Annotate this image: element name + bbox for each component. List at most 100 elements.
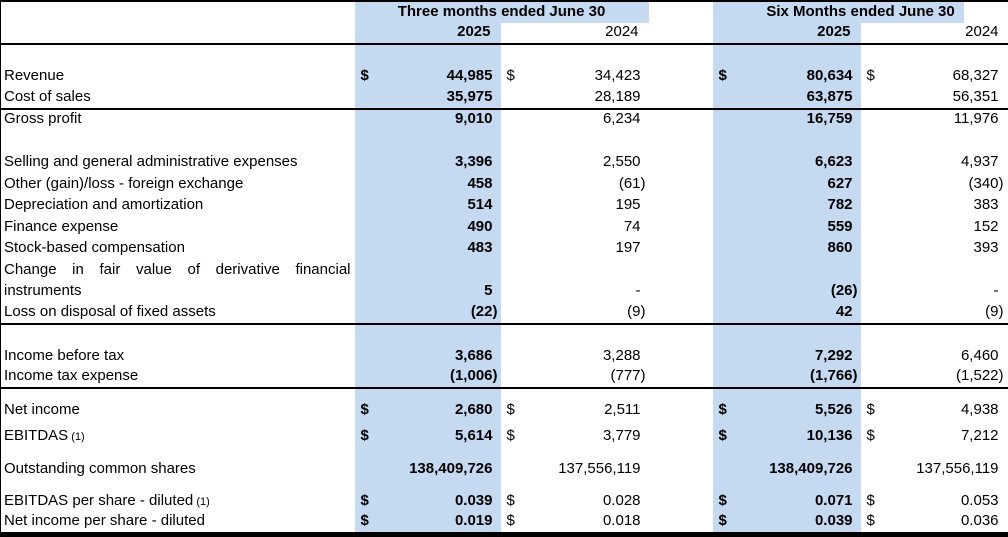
spacer-row — [1, 44, 1008, 66]
row-label: Cost of sales — [0, 87, 355, 110]
row-label: Income tax expense — [0, 366, 355, 389]
table-row: Gross profit 9,010 6,234 16,759 11,976 — [1, 109, 1008, 131]
column-gap — [649, 512, 713, 535]
row-label: EBITDAS per share - diluted (1) — [4, 492, 210, 509]
value-three-months-2025: $44,985 — [355, 66, 501, 88]
value-six-months-2025 — [713, 44, 861, 66]
column-gap — [649, 388, 713, 421]
spacer-row — [1, 324, 1008, 346]
column-gap — [649, 1, 713, 23]
value-six-months-2025: 16,759 — [713, 109, 861, 131]
table-row: instruments 5 - (26) - — [1, 281, 1008, 303]
dollar-sign: $ — [506, 427, 515, 444]
value-three-months-2024: $0.028 — [501, 480, 649, 512]
row-label: EBITDAS (1) — [4, 427, 85, 444]
cell-value: (1,006) — [449, 367, 498, 384]
column-gap — [649, 216, 713, 238]
column-gap — [649, 447, 713, 480]
value-six-months-2024: 383 — [861, 195, 1008, 217]
column-gap — [649, 259, 713, 281]
value-six-months-2024: $7,212 — [861, 421, 1008, 447]
cell-value: 42 — [835, 302, 853, 320]
cell-value: 5,614 — [454, 427, 493, 444]
value-three-months-2025: 458 — [355, 173, 501, 195]
dollar-sign: $ — [718, 512, 727, 529]
row-label: instruments — [4, 282, 82, 299]
table-row: Revenue $44,985 $34,423 $80,634 $68,327 — [1, 66, 1008, 88]
cell-value: 7,212 — [960, 427, 999, 444]
cell-value: - — [993, 282, 999, 299]
row-label: Revenue — [4, 67, 65, 84]
value-six-months-2025 — [713, 259, 861, 281]
value-three-months-2025: $2,680 — [355, 388, 501, 421]
table-row: Stock-based compensation 483 197 860 393 — [1, 238, 1008, 260]
value-three-months-2025: $5,614 — [355, 421, 501, 447]
row-label: Income before tax — [4, 346, 125, 364]
six-months-year-2024: 2024 — [860, 23, 1008, 45]
cell-value: (61) — [618, 174, 646, 192]
value-six-months-2025 — [713, 130, 861, 152]
value-three-months-2024: 74 — [501, 216, 649, 238]
value-three-months-2025 — [355, 130, 501, 152]
cell-value: (26) — [830, 282, 858, 299]
value-six-months-2024: (1,522) — [860, 366, 1008, 389]
value-three-months-2025 — [355, 44, 501, 66]
cell-value: 7,292 — [814, 346, 853, 364]
row-label — [1, 44, 355, 66]
dollar-sign: $ — [718, 492, 727, 509]
column-gap — [649, 195, 713, 217]
cell-value: 860 — [827, 239, 853, 256]
column-gap — [649, 66, 713, 88]
cell-value: - — [635, 282, 641, 299]
cell-value: 197 — [615, 239, 641, 256]
footnote-reference: (1) — [193, 496, 210, 508]
cell-value: 6,460 — [960, 346, 999, 364]
value-three-months-2024: 28,189 — [500, 87, 649, 110]
cell-value: 0.018 — [602, 512, 641, 529]
column-gap — [649, 480, 713, 512]
cell-value: 6,234 — [602, 110, 641, 127]
value-six-months-2024: (340) — [861, 173, 1008, 195]
row-label: Depreciation and amortization — [4, 196, 204, 213]
cell-value: 137,556,119 — [916, 460, 999, 477]
dollar-sign: $ — [360, 427, 369, 444]
value-six-months-2025: 6,623 — [713, 152, 861, 174]
value-three-months-2024 — [501, 324, 649, 346]
cell-value: 10,136 — [806, 427, 853, 444]
dollar-sign: $ — [506, 492, 515, 509]
value-six-months-2025: 559 — [713, 216, 861, 238]
value-six-months-2024: 137,556,119 — [861, 447, 1008, 480]
column-gap — [648, 366, 713, 389]
cell-value: 28,189 — [594, 87, 641, 105]
cell-value: 4,937 — [960, 153, 999, 170]
value-six-months-2024 — [861, 44, 1008, 66]
column-gap — [649, 109, 713, 131]
column-gap — [649, 152, 713, 174]
row-label: Change in fair value of derivative finan… — [4, 260, 351, 278]
dollar-sign: $ — [718, 401, 727, 418]
value-six-months-2025: 627 — [713, 173, 861, 195]
column-gap — [649, 238, 713, 260]
value-three-months-2025: 9,010 — [355, 109, 501, 131]
value-three-months-2024: 197 — [501, 238, 649, 260]
cell-value: 2,511 — [604, 401, 641, 418]
value-three-months-2024: $0.018 — [501, 512, 649, 535]
cell-value: 4,938 — [960, 401, 999, 418]
value-six-months-2024: $68,327 — [861, 66, 1008, 88]
value-six-months-2025: $0.071 — [713, 480, 861, 512]
value-three-months-2024 — [501, 44, 649, 66]
value-three-months-2025: 483 — [355, 238, 501, 260]
cell-value: 627 — [827, 174, 853, 192]
cell-value: (9) — [627, 302, 646, 320]
table-row: Income tax expense (1,006) (777) (1,766) (1,… — [0, 366, 1008, 389]
value-six-months-2025: 42 — [712, 302, 861, 325]
value-six-months-2025: 7,292 — [713, 345, 861, 367]
cell-value: 383 — [973, 196, 999, 213]
dollar-sign: $ — [718, 427, 727, 444]
dollar-sign: $ — [360, 512, 369, 529]
value-six-months-2024: 393 — [861, 238, 1008, 260]
value-six-months-2024 — [861, 259, 1008, 281]
value-six-months-2024 — [861, 130, 1008, 152]
header-spacer-cell — [0, 23, 355, 45]
spacer-row — [1, 130, 1008, 152]
